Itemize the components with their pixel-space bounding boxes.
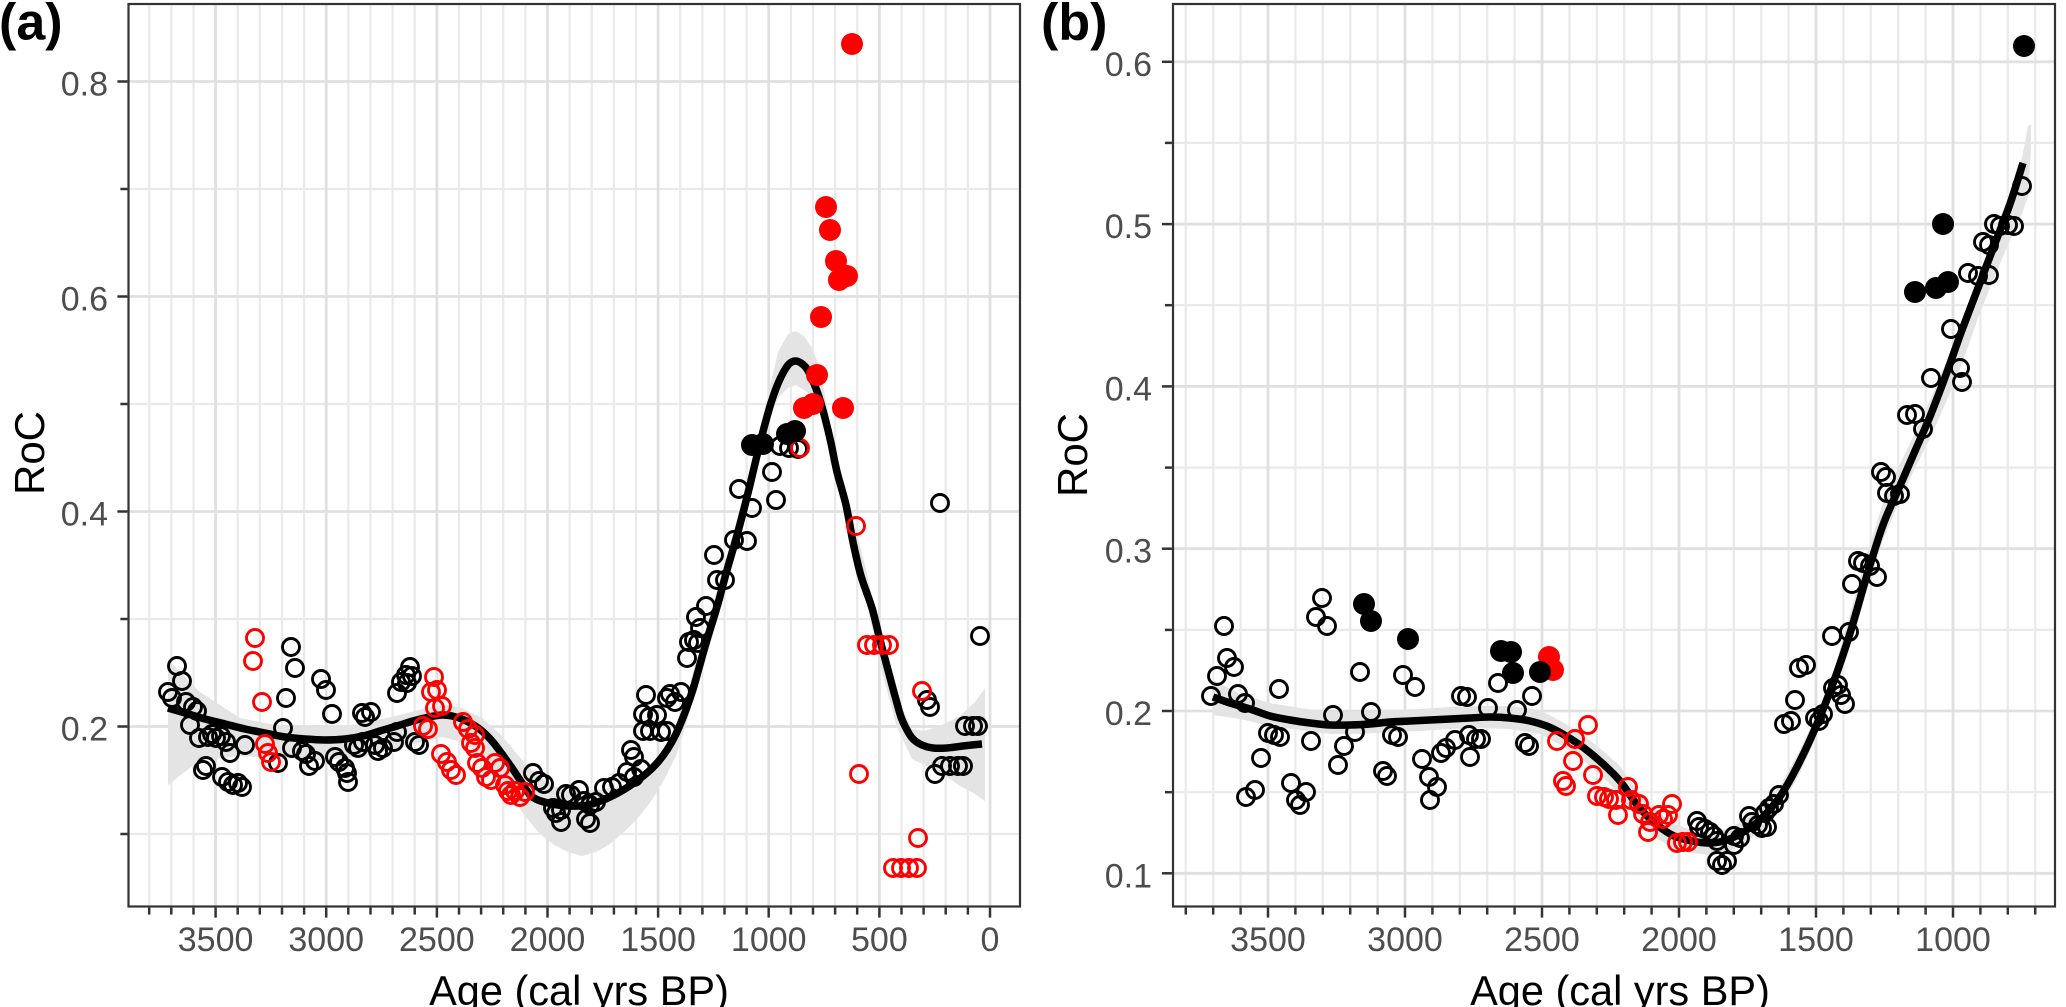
svg-text:1500: 1500	[1778, 921, 1854, 959]
svg-text:2500: 2500	[1504, 921, 1580, 959]
svg-text:3000: 3000	[1367, 921, 1443, 959]
svg-text:0.2: 0.2	[1105, 695, 1152, 733]
svg-text:0.1: 0.1	[1105, 857, 1152, 895]
svg-text:2000: 2000	[1641, 921, 1717, 959]
svg-text:0.2: 0.2	[61, 711, 108, 749]
svg-text:0.5: 0.5	[1105, 208, 1152, 246]
svg-text:0: 0	[981, 921, 1000, 959]
svg-text:0.8: 0.8	[61, 66, 108, 104]
svg-text:0.3: 0.3	[1105, 533, 1152, 571]
svg-text:3500: 3500	[178, 921, 254, 959]
svg-text:RoC: RoC	[6, 411, 53, 495]
svg-text:2000: 2000	[510, 921, 586, 959]
svg-text:0.4: 0.4	[61, 496, 108, 534]
svg-text:0.4: 0.4	[1105, 370, 1152, 408]
svg-text:1500: 1500	[620, 921, 696, 959]
svg-text:Age (cal yrs BP): Age (cal yrs BP)	[1470, 967, 1770, 1007]
svg-text:RoC: RoC	[1049, 413, 1096, 497]
svg-text:1000: 1000	[731, 921, 807, 959]
svg-text:Age (cal yrs BP): Age (cal yrs BP)	[429, 967, 729, 1007]
svg-text:3000: 3000	[288, 921, 364, 959]
svg-text:(a): (a)	[0, 0, 63, 52]
svg-text:0.6: 0.6	[1105, 46, 1152, 84]
svg-text:(b): (b)	[1041, 0, 1107, 52]
svg-text:500: 500	[851, 921, 908, 959]
svg-text:0.6: 0.6	[61, 281, 108, 319]
svg-text:2500: 2500	[399, 921, 475, 959]
svg-text:3500: 3500	[1230, 921, 1306, 959]
svg-text:1000: 1000	[1915, 921, 1991, 959]
